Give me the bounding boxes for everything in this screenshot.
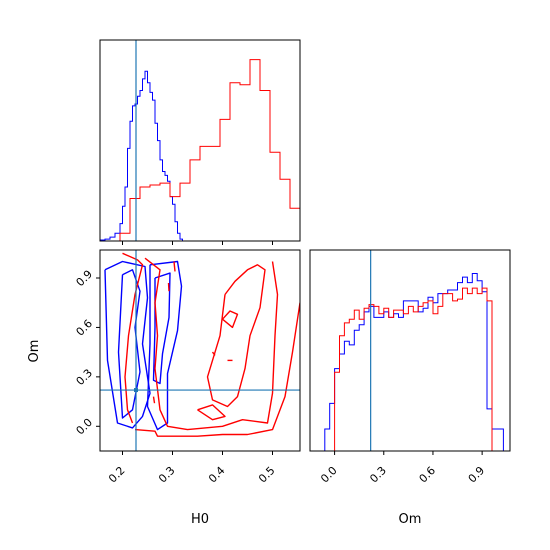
om-hist-frame: [309, 249, 511, 452]
h0-histogram-panel: [99, 39, 301, 245]
om-hist-x-tick-label: 0.9: [466, 464, 488, 486]
contour-lines: [104, 252, 300, 437]
contour-red-1: [134, 302, 300, 437]
contour-red-7: [167, 282, 170, 292]
om-hist-blue-series: [310, 273, 510, 452]
x-axis-label-om: Om: [399, 512, 422, 527]
om-hist-red-series: [310, 287, 499, 452]
contour-red-4: [197, 404, 226, 421]
contour-y-tick-label: 0.6: [74, 317, 96, 339]
contour-blue-3: [152, 272, 171, 385]
contour-x-tick-label: 0.4: [206, 464, 228, 486]
om-histogram-panel: 0.0 0.3 0.6 0.9: [309, 249, 511, 486]
h0-hist-frame: [99, 39, 301, 242]
contour-red-10: [211, 351, 216, 356]
contour-red-5: [221, 310, 239, 329]
h0-om-contour-panel: 0.2 0.3 0.4 0.5 0.0 0.3 0.6 0.9: [74, 249, 301, 486]
contour-red-6: [173, 261, 176, 272]
x-axis-label-h0: H0: [191, 512, 209, 527]
h0-hist-red-series: [100, 59, 300, 242]
contour-x-tick-label: 0.2: [106, 464, 128, 486]
contour-red-0: [122, 252, 144, 424]
contour-blue-0: [104, 260, 151, 429]
om-hist-x-tick-label: 0.0: [318, 464, 340, 486]
om-hist-x-tick-label: 0.6: [417, 464, 439, 486]
contour-red-2: [144, 257, 279, 431]
truth-marker: [134, 388, 138, 393]
contour-red-8: [152, 396, 156, 404]
contour-x-tick-label: 0.3: [156, 464, 178, 486]
h0-hist-blue-series: [99, 70, 188, 242]
contour-blue-1: [117, 269, 141, 419]
contour-blue-2: [146, 260, 183, 431]
contour-y-tick-label: 0.3: [74, 366, 96, 388]
om-hist-x-tick-label: 0.3: [367, 464, 389, 486]
contour-red-3: [206, 264, 266, 408]
contour-y-tick-label: 0.9: [74, 268, 96, 290]
contour-x-tick-label: 0.5: [256, 464, 278, 486]
contour-frame: [99, 249, 301, 452]
contour-y-tick-label: 0.0: [74, 416, 96, 438]
y-axis-label-om: Om: [27, 340, 42, 363]
